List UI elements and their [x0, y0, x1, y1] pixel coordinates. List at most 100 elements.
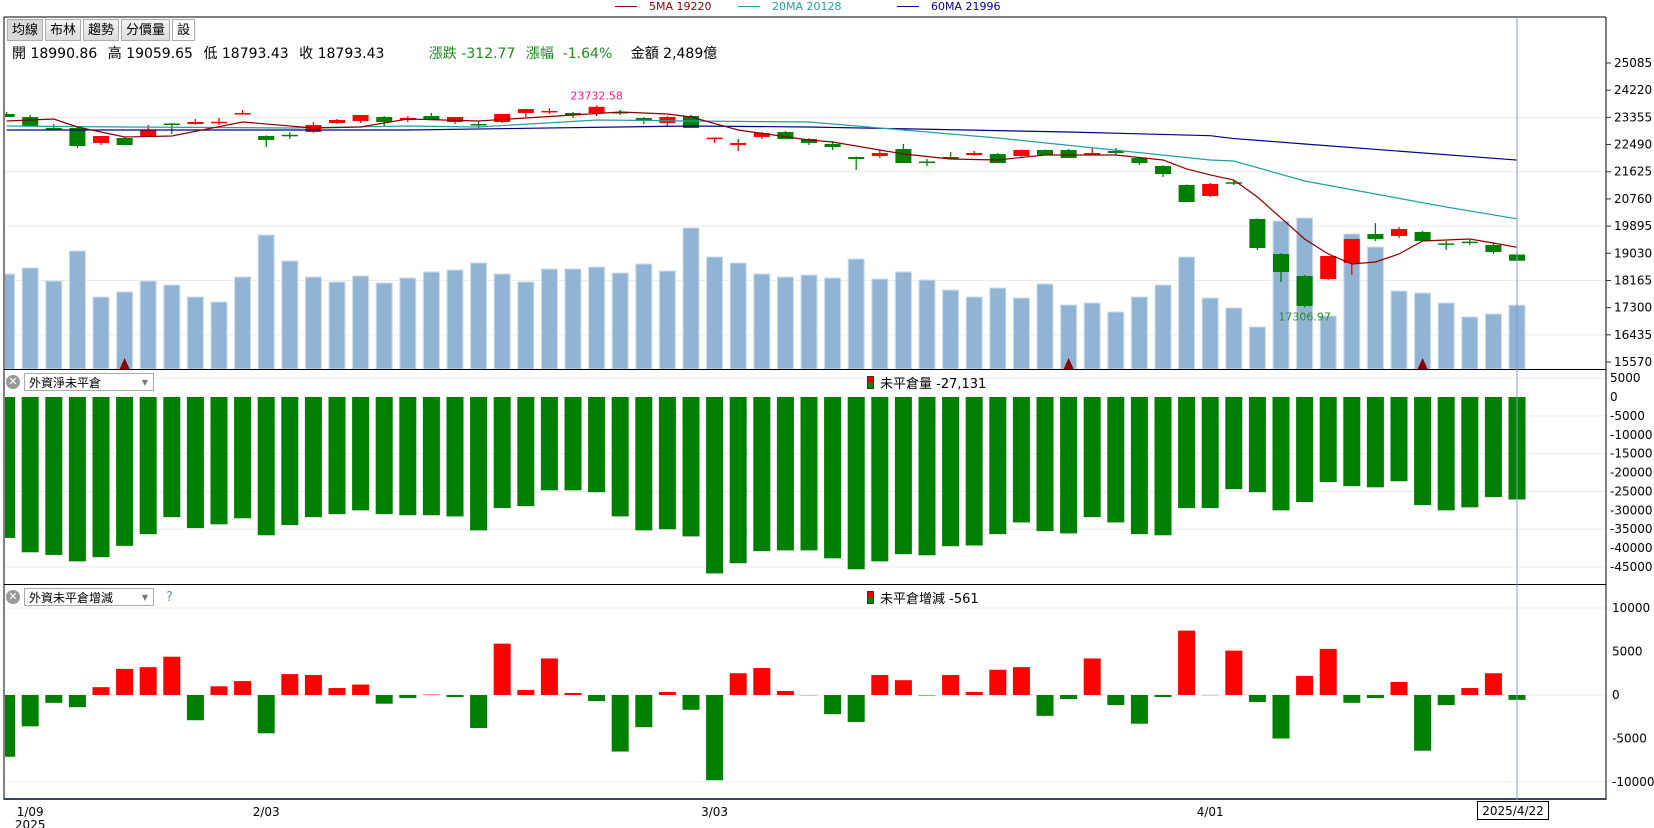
oi-change-bar [422, 694, 440, 696]
volume-bar [1437, 302, 1455, 370]
chevron-down-icon: ▼ [141, 378, 148, 387]
volume-profile-button[interactable]: 分價量 [121, 19, 171, 41]
oi-change-bar [1107, 695, 1125, 706]
ma-button[interactable]: 均線 [7, 19, 44, 41]
oi-change-bar [847, 695, 865, 722]
oi-change-bar [776, 690, 794, 695]
trend-button[interactable]: 趨勢 [83, 19, 120, 41]
oi-change-bar [942, 674, 960, 695]
net-oi-bar [588, 397, 606, 493]
close-icon[interactable]: ✕ [6, 590, 20, 604]
candle [5, 111, 15, 117]
oi-tick-label: -45000 [1610, 560, 1653, 574]
price-tick-label: 15570 [1614, 355, 1652, 369]
settings-button[interactable]: 設 [172, 19, 196, 41]
oi-change-bar [1130, 695, 1148, 724]
oi-change-bar [1484, 673, 1502, 695]
net-oi-bar [1036, 397, 1054, 532]
net-oi-bar [824, 397, 842, 559]
price-tick-label: 24220 [1614, 83, 1652, 97]
oi-change-bar [824, 695, 842, 715]
candle [352, 114, 369, 123]
oi-change-bar [635, 695, 653, 728]
candle-body [1438, 243, 1455, 245]
oi-change-bar [1437, 695, 1455, 706]
candle-body [234, 113, 251, 115]
oi-change-bar [729, 673, 747, 695]
oi-change-bar [92, 687, 110, 695]
panel3-indicator-select[interactable]: 外資未平倉增減 ▼ [24, 588, 154, 606]
volume-bar [776, 276, 794, 370]
bollinger-button[interactable]: 布林 [45, 19, 82, 41]
candle-body [140, 130, 157, 137]
oi-change-bar [328, 688, 346, 695]
candle-body [612, 112, 629, 114]
volume-bar [1107, 311, 1125, 370]
candle-body [1367, 233, 1384, 239]
volume-bar [1154, 284, 1172, 370]
volume-bar [1036, 283, 1054, 370]
percent-change: 漲幅 -1.64% [525, 46, 613, 62]
net-oi-bar [92, 397, 110, 558]
candle [93, 136, 109, 145]
low-price: 低 18793.43 [203, 46, 289, 62]
oi-change-tick-label: -10000 [1612, 775, 1654, 789]
oi-change-bar [965, 691, 983, 695]
volume-bar [45, 280, 63, 370]
candle-body [1013, 149, 1030, 157]
net-oi-bar [564, 397, 582, 491]
candle [1225, 180, 1242, 185]
candle [116, 137, 133, 145]
price-tick-label: 17300 [1614, 301, 1652, 315]
x-axis-labels: 1/09 2/03 3/03 4/01 2025 [15, 805, 1224, 828]
signal-markers [119, 358, 1428, 369]
panel3-legend: 未平倉增減 -561 [867, 588, 979, 607]
volume-bar [564, 268, 582, 370]
candle [329, 119, 345, 124]
panel-frames [3, 16, 1607, 800]
volume-bar [422, 271, 440, 370]
oi-change-bar [281, 674, 299, 695]
oi-tick-label: 0 [1610, 390, 1618, 404]
oi-change-bar [1012, 667, 1030, 695]
candle [777, 131, 794, 139]
net-oi-bar [540, 397, 558, 491]
panel2-indicator-select[interactable]: 外資淨未平倉 ▼ [24, 373, 154, 391]
date-tick-label: 2/03 [253, 805, 280, 819]
help-icon[interactable]: ? [166, 589, 173, 605]
oi-change-bar [588, 695, 606, 702]
oi-change-bar [163, 656, 181, 695]
price-tick-label: 22490 [1614, 138, 1652, 152]
net-oi-bar [5, 397, 16, 538]
candle-body [706, 137, 723, 140]
volume-bar [281, 260, 299, 370]
candle-body [1202, 183, 1219, 196]
net-oi-bar [611, 397, 629, 517]
ma60-line [6, 125, 1518, 161]
candle [423, 113, 440, 120]
close-icon[interactable]: ✕ [6, 375, 20, 389]
net-oi-bar [281, 397, 299, 526]
candle-body [753, 132, 770, 138]
net-oi-bar [918, 397, 936, 556]
net-oi-bar [328, 397, 346, 515]
candle [942, 152, 959, 159]
candle-body [1178, 184, 1195, 203]
oi-change-bar [564, 692, 582, 695]
net-oi-bar [21, 397, 39, 553]
volume-bar [328, 281, 346, 370]
candle [1037, 149, 1053, 155]
candle [281, 132, 298, 139]
candle [1013, 149, 1030, 157]
oi-change-bar [894, 680, 912, 695]
candle [1485, 242, 1502, 254]
net-oi-bar [257, 397, 275, 536]
volume-bar [163, 284, 181, 370]
candle-body [1155, 165, 1171, 174]
candle-body [258, 136, 275, 140]
open-price: 開 18990.86 [12, 46, 98, 62]
oi-change-bar [375, 695, 393, 704]
volume-bar [257, 234, 275, 370]
net-oi-bar [729, 397, 747, 564]
